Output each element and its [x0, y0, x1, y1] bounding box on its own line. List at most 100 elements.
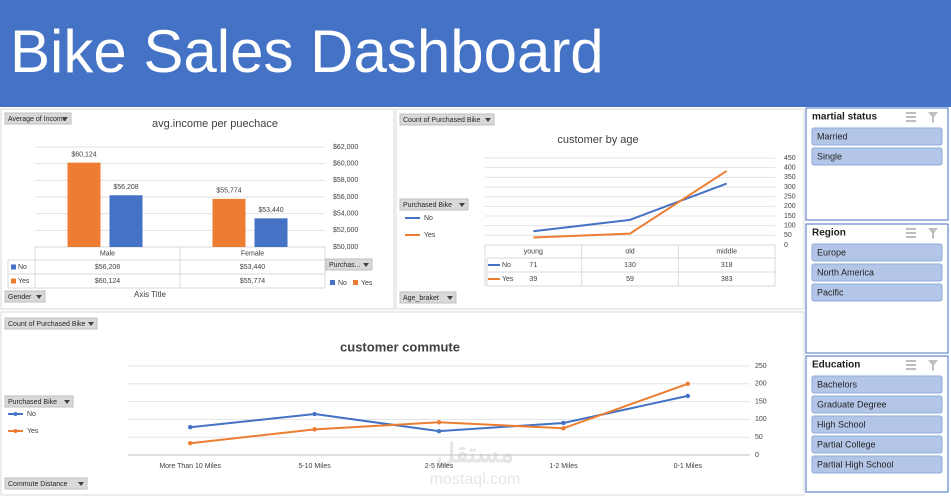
y-tick-label: 0: [784, 242, 788, 249]
point: [188, 425, 193, 430]
table-header: middle: [716, 248, 737, 255]
slicer-item-label[interactable]: Bachelors: [817, 379, 858, 389]
slicer-item-label[interactable]: Graduate Degree: [817, 399, 887, 409]
data-label: $60,124: [71, 151, 96, 158]
point: [188, 441, 193, 446]
dropdown-arrow[interactable]: [88, 322, 94, 326]
field-button[interactable]: [4, 290, 46, 303]
point: [685, 381, 690, 386]
dropdown-arrow[interactable]: [485, 118, 491, 122]
slicer-item-label[interactable]: Partial College: [817, 439, 876, 449]
legend-label: Yes: [27, 428, 39, 435]
field-button[interactable]: [325, 258, 373, 271]
slicer-item-label[interactable]: Europe: [817, 247, 846, 257]
bar: [109, 195, 143, 247]
dropdown-arrow[interactable]: [62, 117, 68, 121]
slicer-item[interactable]: [811, 263, 943, 282]
watermark: مستقل: [436, 438, 514, 468]
clear-filter-icon[interactable]: [928, 360, 938, 371]
point: [436, 420, 442, 425]
slicer-item[interactable]: [811, 435, 943, 454]
clear-filter-icon[interactable]: [928, 228, 938, 239]
data-label: $56,208: [113, 184, 138, 191]
y-tick-label: 200: [755, 381, 767, 388]
slicer-item-label[interactable]: Partial High School: [817, 459, 894, 469]
data-label: $55,774: [216, 188, 241, 195]
table-header: old: [625, 248, 634, 255]
field-button[interactable]: [4, 395, 74, 408]
dropdown-arrow[interactable]: [64, 400, 70, 404]
dashboard-title: Bike Sales Dashboard: [10, 18, 604, 85]
field-button-label[interactable]: Purchas...: [329, 262, 361, 269]
line-series: [533, 182, 728, 233]
slicer-item[interactable]: [811, 243, 943, 262]
slicer-item[interactable]: [811, 147, 943, 166]
field-button-label[interactable]: Average of Income: [8, 116, 67, 123]
field-button[interactable]: [4, 317, 98, 330]
x-tick-label: More Than 10 Miles: [159, 463, 221, 470]
legend-key: [11, 264, 16, 270]
slicer-title: martial status: [812, 112, 877, 123]
field-button[interactable]: [399, 198, 469, 211]
y-tick-label: $60,000: [333, 161, 358, 168]
y-tick-label: $62,000: [333, 144, 358, 151]
y-tick-label: $50,000: [333, 244, 358, 251]
multi-select-icon[interactable]: [906, 112, 916, 122]
field-button-label[interactable]: Count of Purchased Bike: [8, 321, 86, 328]
y-tick-label: 50: [755, 434, 763, 441]
slicer-item[interactable]: [811, 283, 943, 302]
field-button-label[interactable]: Purchased Bike: [403, 202, 452, 209]
dropdown-arrow[interactable]: [36, 295, 42, 299]
slicer-item-label[interactable]: High School: [817, 419, 866, 429]
y-tick-label: 100: [755, 416, 767, 423]
table-cell: 39: [529, 276, 537, 283]
slicer-item-label[interactable]: Married: [817, 131, 848, 141]
watermark: mostaql.com: [430, 471, 521, 488]
field-button-label[interactable]: Purchased Bike: [8, 399, 57, 406]
slicer-item-label[interactable]: Pacific: [817, 287, 844, 297]
dropdown-arrow[interactable]: [78, 482, 84, 486]
x-axis-title: Axis Title: [134, 290, 167, 299]
slicer-item-label[interactable]: Single: [817, 151, 842, 161]
field-button-label[interactable]: Commute Distance: [8, 481, 68, 488]
field-button-label[interactable]: Age_braket: [403, 295, 439, 302]
table-row-label: No: [18, 264, 27, 271]
legend-label: No: [338, 280, 347, 287]
x-tick-label: 1-2 Miles: [549, 463, 578, 470]
field-button-label[interactable]: Gender: [8, 294, 32, 301]
table-cell: 130: [624, 262, 636, 269]
chart-title: customer commute: [340, 339, 460, 354]
y-tick-label: 150: [784, 213, 796, 220]
dropdown-arrow[interactable]: [447, 296, 453, 300]
slicer-item[interactable]: [811, 415, 943, 434]
table-cell: 318: [721, 262, 733, 269]
slicer-item-label[interactable]: North America: [817, 267, 874, 277]
field-button[interactable]: [399, 113, 495, 126]
y-tick-label: 300: [784, 184, 796, 191]
clear-filter-icon[interactable]: [928, 112, 938, 123]
y-tick-label: 350: [784, 174, 796, 181]
multi-select-icon[interactable]: [906, 228, 916, 238]
x-tick-label: 2-5 Miles: [425, 463, 454, 470]
dropdown-arrow[interactable]: [459, 203, 465, 207]
field-button[interactable]: [399, 291, 457, 304]
bar: [67, 162, 101, 247]
field-button-label[interactable]: Count of Purchased Bike: [403, 117, 481, 124]
table-cell: $60,124: [95, 278, 120, 285]
field-button[interactable]: [4, 477, 88, 490]
slicer-item[interactable]: [811, 395, 943, 414]
header-band: [0, 0, 951, 107]
field-button[interactable]: [4, 112, 72, 125]
legend-label: No: [424, 215, 433, 222]
y-tick-label: $52,000: [333, 227, 358, 234]
point: [312, 427, 317, 432]
multi-select-icon[interactable]: [906, 360, 916, 370]
dropdown-arrow[interactable]: [363, 263, 369, 267]
table-row-label: Yes: [502, 276, 514, 283]
panel: [0, 108, 395, 310]
slicer-item[interactable]: [811, 127, 943, 146]
data-label: $53,440: [258, 207, 283, 214]
slicer-item[interactable]: [811, 375, 943, 394]
slicer-item[interactable]: [811, 455, 943, 474]
